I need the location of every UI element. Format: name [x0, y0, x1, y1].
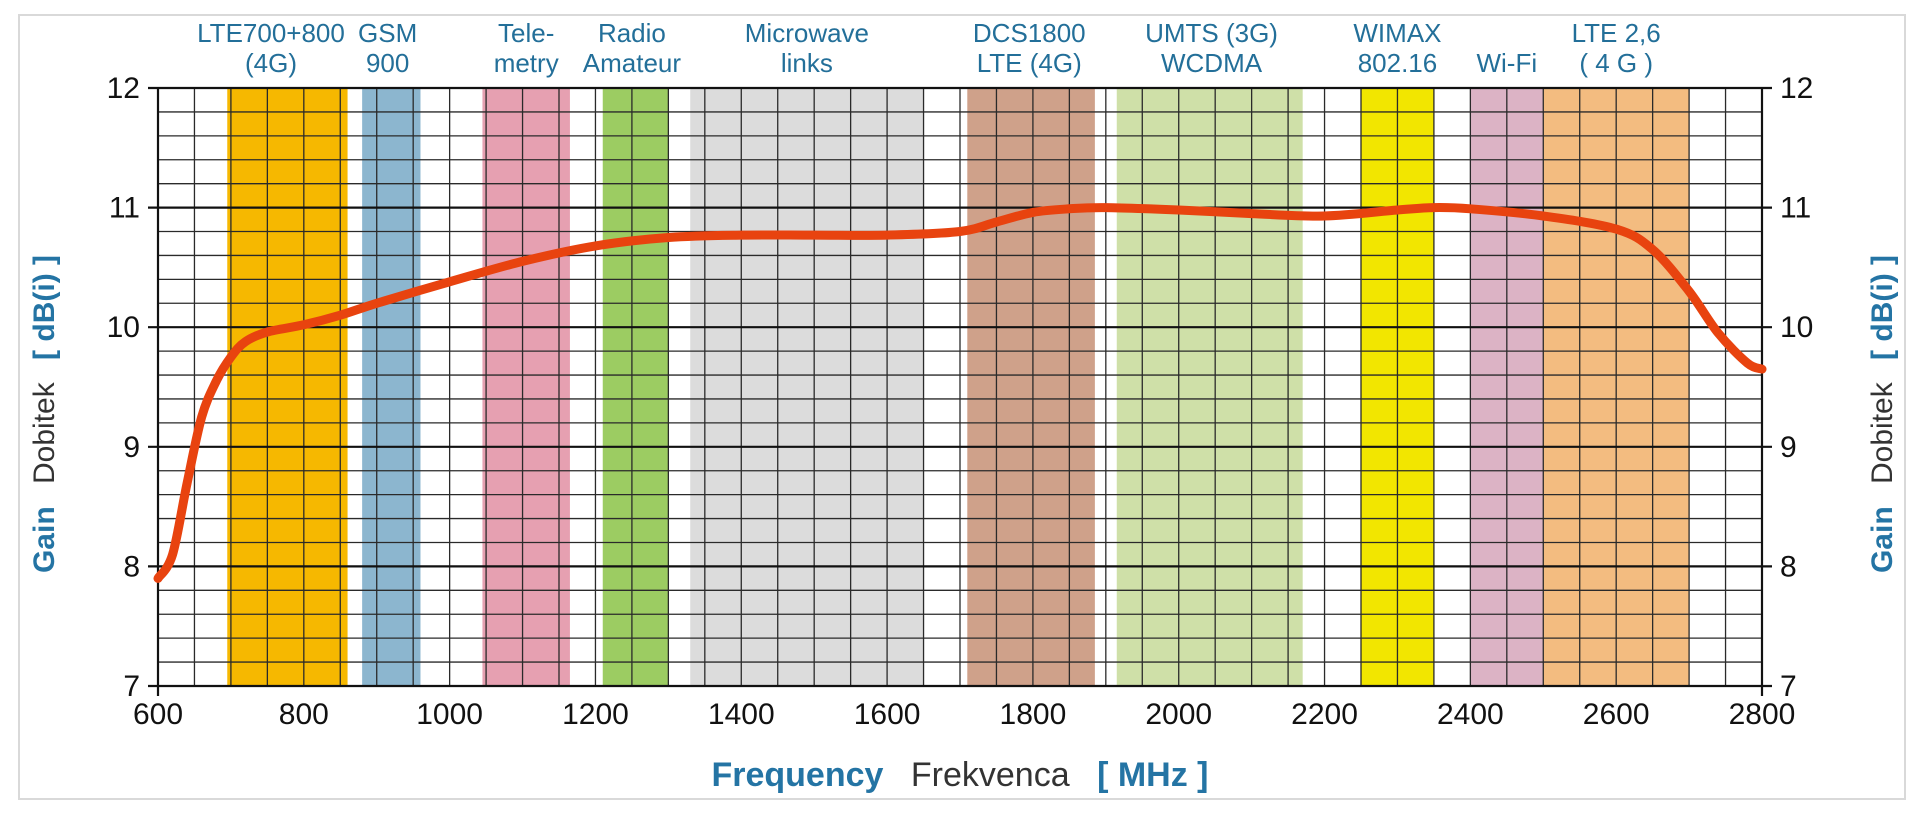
- band-1: [362, 88, 421, 686]
- x-tick-label: 2000: [1145, 698, 1212, 731]
- y-tick-label-left: 10: [107, 311, 140, 344]
- y-tick-label-left: 9: [123, 431, 140, 464]
- band-label-7-1: 802.16: [1358, 48, 1438, 78]
- band-0: [227, 88, 348, 686]
- x-tick-label: 2400: [1437, 698, 1504, 731]
- x-axis-title-local: Frekvenca: [911, 756, 1070, 794]
- y-tick-label-right: 7: [1780, 670, 1797, 703]
- y-tick-label-left: 7: [123, 670, 140, 703]
- x-axis-title-en: Frequency: [711, 756, 883, 794]
- y-axis-title-en-right: Gain: [1866, 506, 1899, 573]
- band-4: [690, 88, 924, 686]
- y-axis-title-left: Gain Dobitek [ dB(i) ]: [28, 255, 61, 573]
- frequency-bands: [227, 88, 1690, 686]
- y-tick-label-right: 8: [1780, 550, 1797, 583]
- y-axis-title-local: Dobitek: [28, 381, 61, 484]
- band-6: [1116, 88, 1303, 686]
- x-tick-label: 800: [279, 698, 329, 731]
- x-tick-label: 1400: [708, 698, 775, 731]
- band-label-9-1: ( 4 G ): [1579, 48, 1653, 78]
- y-axis-title-unit: [ dB(i) ]: [28, 255, 61, 360]
- band-label-4-1: links: [781, 48, 833, 78]
- band-label-1-0: GSM: [358, 18, 417, 48]
- chart-grid: [148, 86, 1772, 696]
- band-label-0-0: LTE700+800: [197, 18, 345, 48]
- series-layer: [153, 203, 1767, 583]
- axis-ticks: 600 800 1000 1200 1400 1600 1800 2000 2200 2400 26…: [107, 72, 1814, 731]
- x-axis-title-unit: [ MHz ]: [1097, 756, 1208, 794]
- band-label-9-0: LTE 2,6: [1572, 18, 1661, 48]
- band-label-4-0: Microwave: [745, 18, 869, 48]
- y-tick-label-right: 10: [1780, 311, 1813, 344]
- band-2: [482, 88, 570, 686]
- y-tick-label-left: 11: [109, 192, 140, 225]
- band-label-3-0: Radio: [598, 18, 666, 48]
- x-tick-label: 1200: [562, 698, 629, 731]
- y-tick-label-right: 12: [1780, 72, 1813, 105]
- band-5: [967, 88, 1095, 686]
- y-tick-label-right: 9: [1780, 431, 1797, 464]
- band-label-1-1: 900: [366, 48, 409, 78]
- band-3: [602, 88, 669, 686]
- band-label-2-0: Tele-: [498, 18, 554, 48]
- band-label-3-1: Amateur: [583, 48, 682, 78]
- x-tick-label: 1800: [1000, 698, 1067, 731]
- y-axis-title-local-right: Dobitek: [1866, 381, 1899, 484]
- band-label-8-1: Wi-Fi: [1476, 48, 1537, 78]
- x-tick-label: 2600: [1583, 698, 1650, 731]
- x-tick-label: 600: [133, 698, 183, 731]
- band-label-2-1: metry: [494, 48, 559, 78]
- y-tick-label-left: 12: [107, 72, 140, 105]
- band-label-7-0: WIMAX: [1353, 18, 1441, 48]
- x-tick-label: 2200: [1291, 698, 1358, 731]
- y-axis-title-en: Gain: [28, 506, 61, 573]
- x-tick-label: 1600: [854, 698, 921, 731]
- y-tick-label-right: 11: [1780, 192, 1811, 225]
- x-tick-label: 1000: [416, 698, 483, 731]
- band-label-6-0: UMTS (3G): [1145, 18, 1278, 48]
- series-line-0: [153, 203, 1767, 583]
- y-axis-title-unit-right: [ dB(i) ]: [1866, 255, 1899, 360]
- x-tick-label: 2800: [1729, 698, 1796, 731]
- band-label-5-1: LTE (4G): [977, 48, 1082, 78]
- y-tick-label-left: 8: [123, 550, 140, 583]
- y-axis-title-right: Gain Dobitek [ dB(i) ]: [1866, 255, 1899, 573]
- x-axis-title: Frequency Frekvenca [ MHz ]: [711, 756, 1208, 794]
- band-label-5-0: DCS1800: [973, 18, 1086, 48]
- band-label-0-1: (4G): [245, 48, 297, 78]
- band-label-6-1: WCDMA: [1161, 48, 1263, 78]
